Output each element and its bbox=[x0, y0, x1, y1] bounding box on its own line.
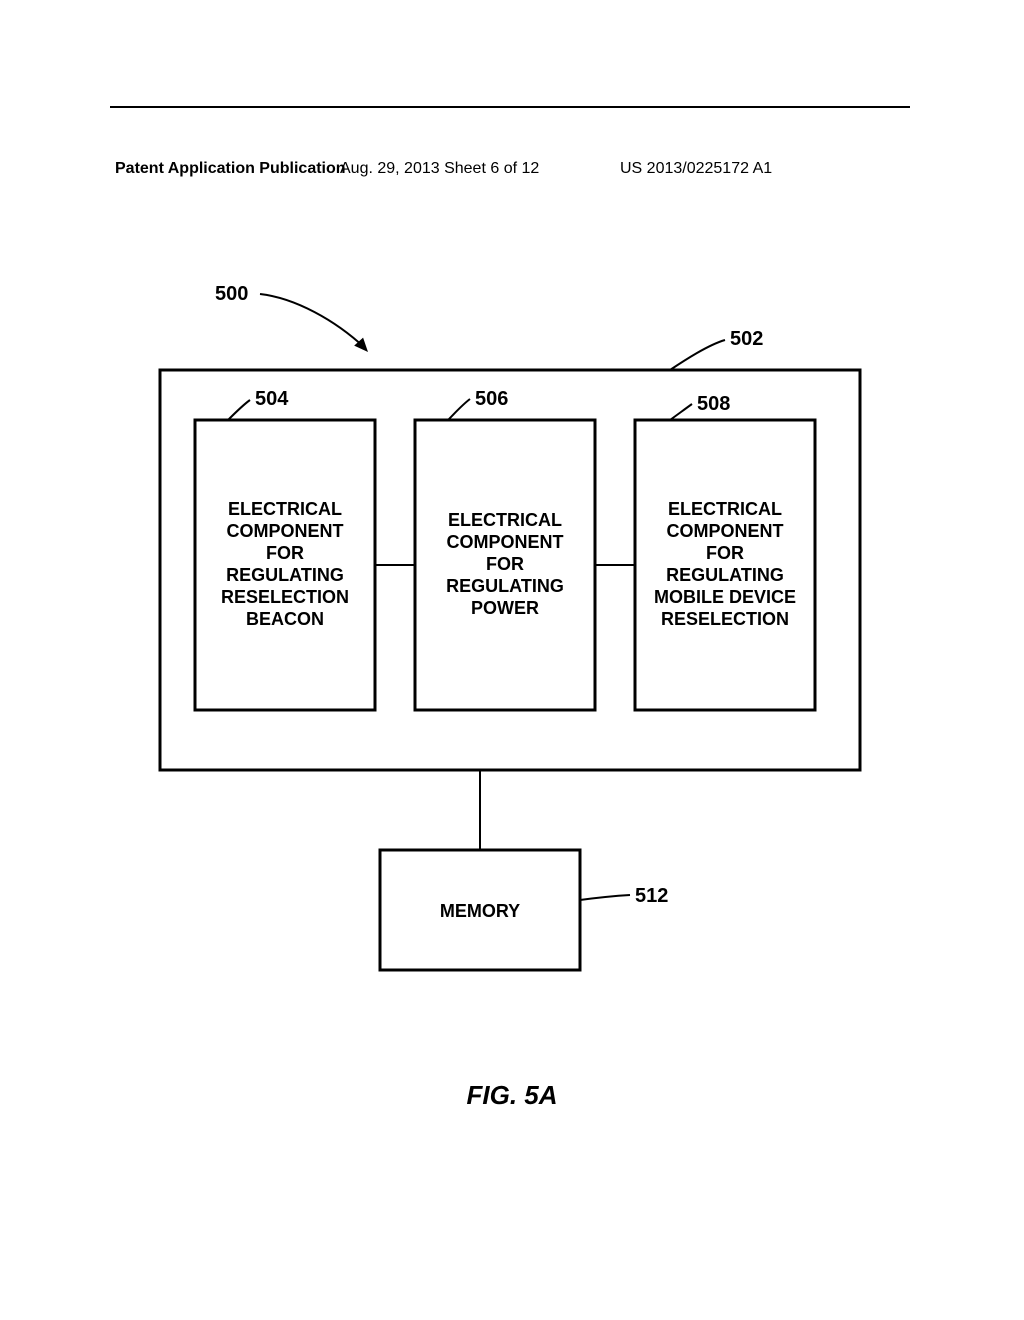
ref-label-506: 506 bbox=[475, 388, 508, 410]
component-508-line-2: FOR bbox=[706, 543, 744, 563]
header-right: US 2013/0225172 A1 bbox=[620, 160, 772, 178]
component-504-line-5: BEACON bbox=[246, 609, 324, 629]
component-508-line-0: ELECTRICAL bbox=[668, 499, 782, 519]
figure-caption: FIG. 5A bbox=[0, 1080, 1024, 1111]
ref-label-502: 502 bbox=[730, 328, 763, 350]
ref-label-508: 508 bbox=[697, 393, 730, 415]
component-504-line-2: FOR bbox=[266, 543, 304, 563]
component-506-line-1: COMPONENT bbox=[447, 532, 564, 552]
header-rule bbox=[110, 106, 910, 108]
component-508-line-5: RESELECTION bbox=[661, 609, 789, 629]
component-504-line-1: COMPONENT bbox=[227, 521, 344, 541]
component-506-line-3: REGULATING bbox=[446, 576, 564, 596]
ref-leader-502 bbox=[670, 340, 725, 370]
ref-label-500: 500 bbox=[215, 283, 248, 305]
component-504-line-3: REGULATING bbox=[226, 565, 344, 585]
component-506-line-4: POWER bbox=[471, 598, 539, 618]
memory-label: MEMORY bbox=[440, 901, 520, 921]
header-left: Patent Application Publication bbox=[115, 160, 346, 178]
header-mid: Aug. 29, 2013 Sheet 6 of 12 bbox=[340, 160, 539, 178]
header: Patent Application Publication Aug. 29, … bbox=[0, 78, 1024, 108]
ref-leader-500 bbox=[260, 294, 365, 348]
component-506-line-0: ELECTRICAL bbox=[448, 510, 562, 530]
ref-label-512: 512 bbox=[635, 885, 668, 907]
component-508-line-1: COMPONENT bbox=[667, 521, 784, 541]
component-508-line-3: REGULATING bbox=[666, 565, 784, 585]
component-504-line-4: RESELECTION bbox=[221, 587, 349, 607]
ref-label-504: 504 bbox=[255, 388, 289, 410]
component-508-line-4: MOBILE DEVICE bbox=[654, 587, 796, 607]
component-506-line-2: FOR bbox=[486, 554, 524, 574]
ref-leader-512 bbox=[580, 895, 630, 900]
page: Patent Application Publication Aug. 29, … bbox=[0, 0, 1024, 1320]
figure-svg: ELECTRICALCOMPONENTFORREGULATINGRESELECT… bbox=[110, 270, 910, 1030]
component-504-line-0: ELECTRICAL bbox=[228, 499, 342, 519]
